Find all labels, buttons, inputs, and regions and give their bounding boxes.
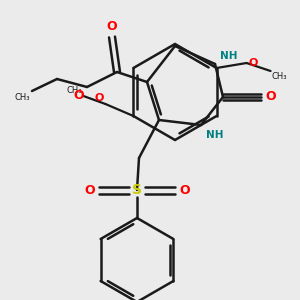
Text: O: O <box>84 184 95 196</box>
Text: O: O <box>94 93 104 103</box>
Text: CH₃: CH₃ <box>14 93 30 102</box>
Text: NH: NH <box>220 51 238 61</box>
Text: CH₃: CH₃ <box>272 72 287 81</box>
Text: O: O <box>107 20 117 33</box>
Text: CH₃: CH₃ <box>67 86 83 95</box>
Text: NH: NH <box>206 130 224 140</box>
Text: O: O <box>265 91 276 103</box>
Text: O: O <box>249 58 258 68</box>
Text: S: S <box>132 183 142 197</box>
Text: O: O <box>74 89 84 102</box>
Text: O: O <box>179 184 190 196</box>
